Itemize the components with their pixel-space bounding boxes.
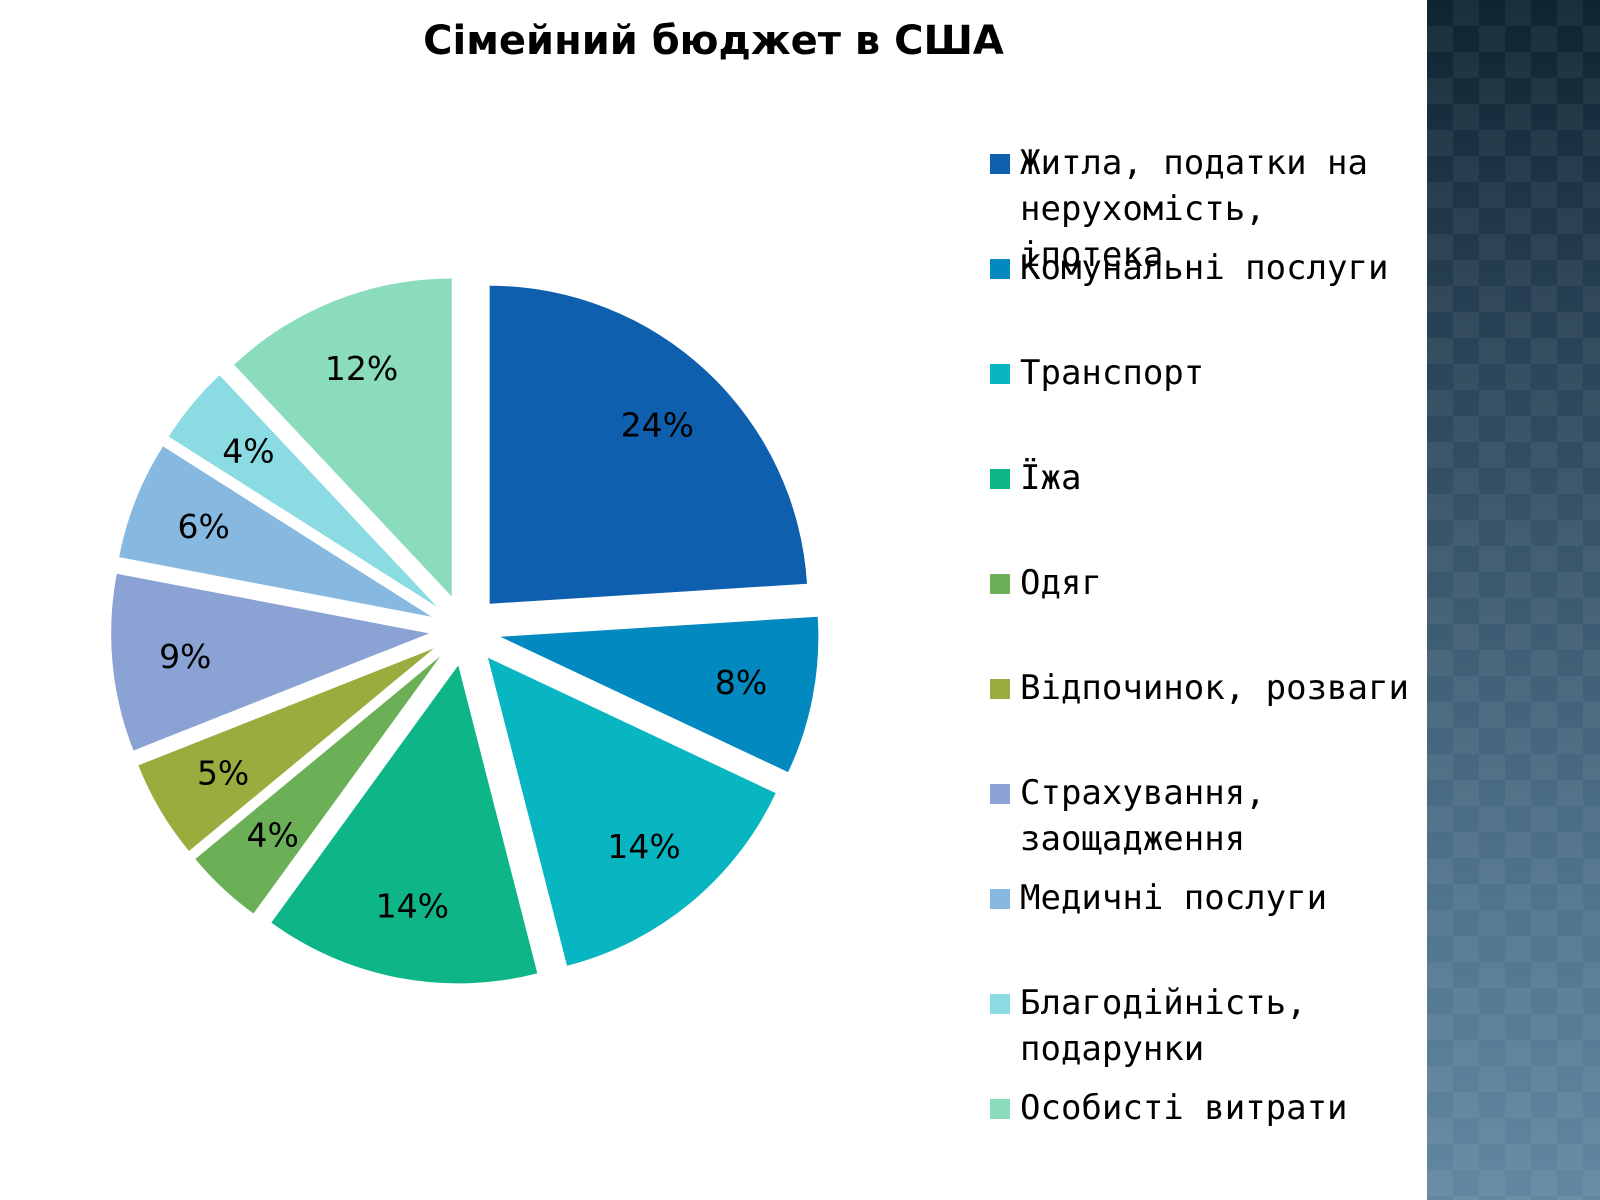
slice-data-label: 9% [159,637,211,676]
legend-label: Одяг [1020,563,1102,603]
pie-slice [487,657,776,966]
slice-data-label: 14% [376,887,449,926]
legend-swatch [990,259,1010,279]
pie-slice [111,573,430,751]
slice-data-label: 4% [222,431,274,470]
pie-slice [500,616,819,773]
chart-title: Сімейний бюджет в США [423,18,1004,64]
pie-slice [489,285,808,604]
legend-swatch [990,364,1010,384]
legend-swatch [990,574,1010,594]
chart-legend: Житла, податки на нерухомість, іпотека К… [990,0,1420,1200]
pie-slice [168,375,438,608]
slice-data-label: 12% [325,349,398,388]
slice-data-label: 4% [246,815,298,854]
legend-swatch [990,679,1010,699]
pie-slice [195,656,441,914]
slice-data-label: 5% [197,754,249,793]
pie-slice [271,665,538,984]
slice-data-label: 14% [607,827,680,866]
legend-label: Відпочинок, розваги [1020,668,1409,708]
legend-label: Благодійність, подарунки [1020,983,1307,1069]
legend-swatch [990,469,1010,489]
pie-slice [234,278,452,597]
pie-chart: 24% 8% 14% 14% 4% 5% 9% 6% 4% 12% [111,278,819,984]
slice-data-label: 24% [621,406,694,445]
legend-label: Страхування, заощадження [1020,773,1266,859]
decorative-side-band [1427,0,1600,1200]
legend-swatch [990,154,1010,174]
legend-label: Медичні послуги [1020,878,1328,918]
slice-data-label: 8% [715,663,767,702]
legend-label: Їжа [1020,458,1082,498]
diamond-pattern [1427,0,1600,1200]
pie-slice [138,648,435,852]
legend-swatch [990,994,1010,1014]
legend-swatch [990,889,1010,909]
legend-label: Транспорт [1020,353,1205,393]
legend-swatch [990,784,1010,804]
legend-swatch [990,1099,1010,1119]
pie-slice [119,446,432,617]
legend-label: Особисті витрати [1020,1088,1348,1128]
legend-label: Житла, податки на нерухомість, іпотека [1020,143,1368,275]
legend-label: Комунальні послуги [1020,248,1389,288]
slice-data-label: 6% [178,507,230,546]
